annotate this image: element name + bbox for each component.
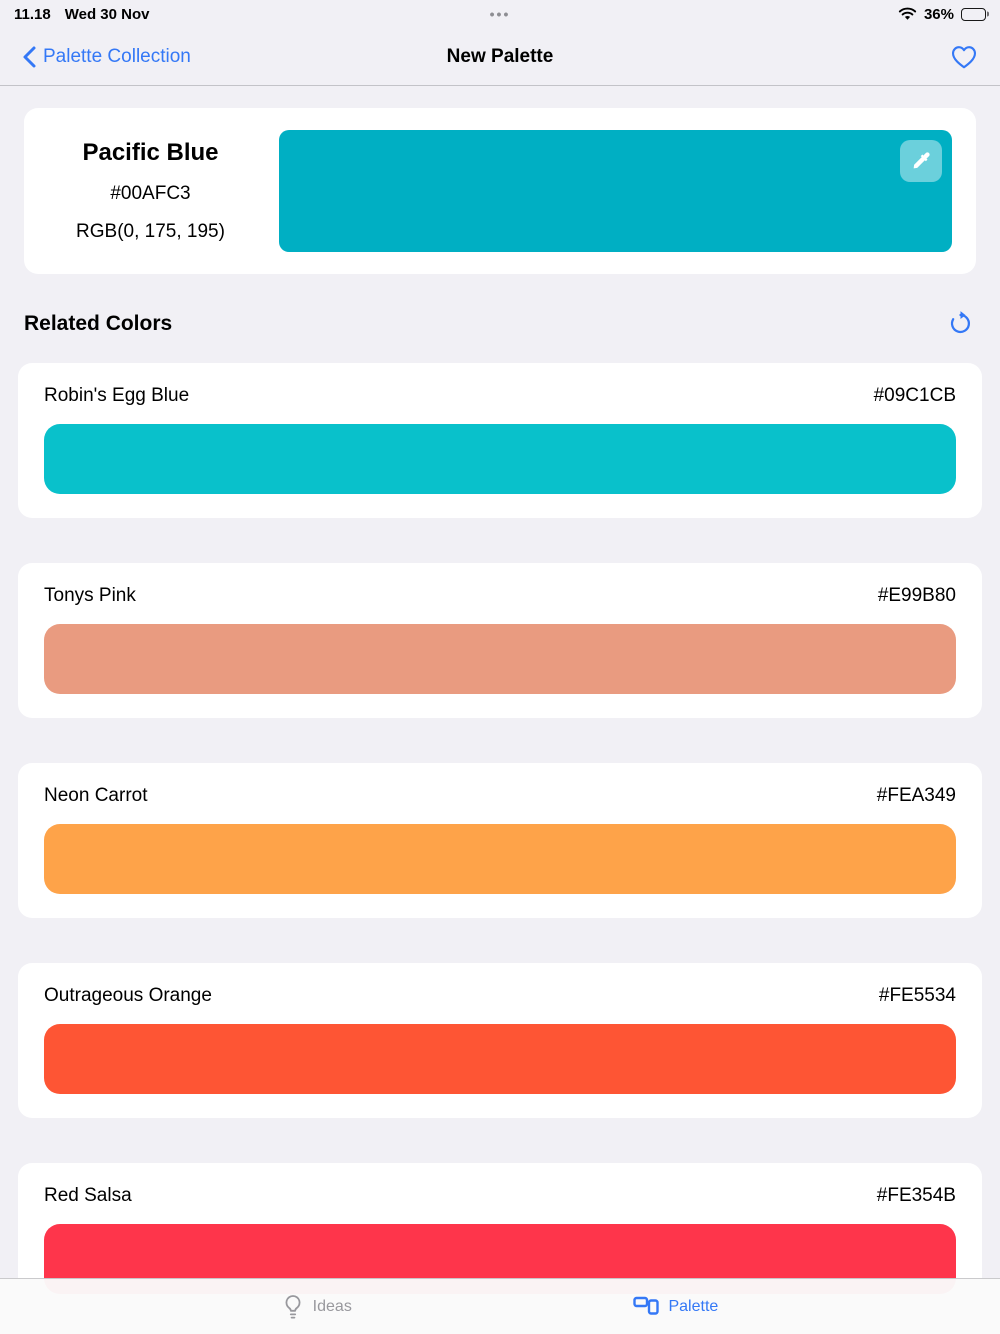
related-color-card[interactable]: Neon Carrot #FEA349 [18,763,982,918]
eyedropper-icon [910,150,932,172]
related-color-hex: #09C1CB [873,385,956,406]
favorite-button[interactable] [950,44,978,70]
page-title: New Palette [446,45,554,67]
status-bar: 11.18 Wed 30 Nov ••• 36% [0,0,1000,28]
related-color-hex: #E99B80 [877,585,956,606]
main-color-rgb: RGB(0, 175, 195) [76,221,225,242]
ellipsis-icon: ••• [489,6,511,22]
tab-ideas[interactable]: Ideas [282,1294,352,1320]
related-colors-header: Related Colors [24,310,974,337]
related-color-name: Robin's Egg Blue [44,385,190,406]
related-color-swatch [44,424,956,494]
refresh-icon [947,310,974,337]
related-colors-list: Robin's Egg Blue #09C1CB Tonys Pink #E99… [0,363,1000,1318]
tab-palette-label: Palette [668,1297,719,1315]
related-color-swatch [44,824,956,894]
main-color-card: Pacific Blue #00AFC3 RGB(0, 175, 195) [24,108,976,274]
lightbulb-icon [282,1294,304,1320]
battery-percent: 36% [923,5,954,23]
refresh-button[interactable] [947,310,974,337]
tab-bar: Ideas Palette [0,1278,1000,1334]
eyedropper-button[interactable] [900,140,942,182]
wifi-icon [898,7,917,21]
related-color-swatch [44,1024,956,1094]
related-color-swatch [44,624,956,694]
palette-icon [633,1296,660,1318]
main-color-name: Pacific Blue [82,139,219,166]
related-colors-title: Related Colors [24,311,173,335]
nav-bar: Palette Collection New Palette [0,28,1000,86]
related-color-hex: #FE5534 [878,985,956,1006]
tab-palette[interactable]: Palette [633,1296,718,1318]
status-date: Wed 30 Nov [64,5,150,23]
related-color-name: Red Salsa [44,1185,132,1206]
heart-icon [950,44,978,70]
back-chevron-icon [22,45,37,69]
related-color-card[interactable]: Robin's Egg Blue #09C1CB [18,363,982,518]
related-color-hex: #FEA349 [876,785,956,806]
main-color-swatch [279,130,952,252]
battery-icon [961,7,989,21]
status-time: 11.18 [14,5,51,23]
back-button[interactable]: Palette Collection [22,45,191,69]
related-color-name: Tonys Pink [44,585,136,606]
related-color-name: Outrageous Orange [44,985,212,1006]
related-color-hex: #FE354B [876,1185,956,1206]
related-color-card[interactable]: Outrageous Orange #FE5534 [18,963,982,1118]
main-color-hex: #00AFC3 [110,183,191,204]
related-color-card[interactable]: Tonys Pink #E99B80 [18,563,982,718]
main-color-info: Pacific Blue #00AFC3 RGB(0, 175, 195) [48,139,253,243]
back-button-label: Palette Collection [43,45,191,67]
related-color-name: Neon Carrot [44,785,148,806]
tab-ideas-label: Ideas [312,1297,352,1315]
